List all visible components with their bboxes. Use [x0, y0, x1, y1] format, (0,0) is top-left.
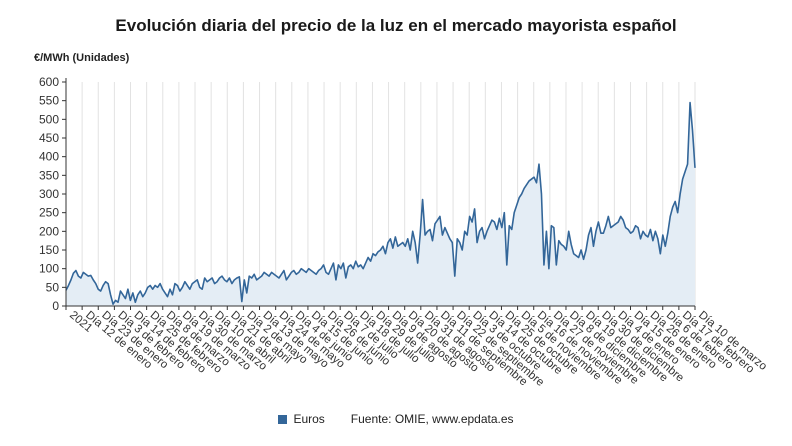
- y-tick-label: 550: [39, 94, 59, 108]
- series-line: [65, 101, 696, 305]
- legend: Euros Fuente: OMIE, www.epdata.es: [0, 412, 792, 426]
- y-tick-label: 200: [39, 224, 59, 238]
- y-tick-label: 500: [39, 112, 59, 126]
- chart-title: Evolución diaria del precio de la luz en…: [115, 16, 677, 35]
- y-tick-label: 400: [39, 150, 59, 164]
- legend-series-name: Euros: [293, 412, 325, 426]
- y-tick-label: 300: [39, 187, 59, 201]
- y-tick-labels: 0 50 100 150 200 250 300 350 400 450 500 550 600: [39, 75, 66, 313]
- y-tick-label: 100: [39, 262, 59, 276]
- source-note: Fuente: OMIE, www.epdata.es: [350, 412, 514, 426]
- legend-swatch: [278, 415, 288, 424]
- y-tick-label: 250: [39, 206, 59, 220]
- y-tick-label: 350: [39, 168, 59, 182]
- series-area: [66, 102, 695, 306]
- y-tick-label: 150: [39, 243, 59, 257]
- y-tick-label: 450: [39, 131, 59, 145]
- axes: [65, 78, 695, 307]
- y-tick-label: 600: [39, 75, 59, 89]
- y-tick-label: 0: [52, 299, 59, 313]
- y-tick-label: 50: [46, 280, 60, 294]
- y-axis-unit-label: €/MWh (Unidades): [34, 52, 130, 64]
- grid-lines: [65, 82, 696, 306]
- price-chart: 0 50 100 150 200 250 300 350 400 450 500 550 600 202…: [39, 75, 769, 389]
